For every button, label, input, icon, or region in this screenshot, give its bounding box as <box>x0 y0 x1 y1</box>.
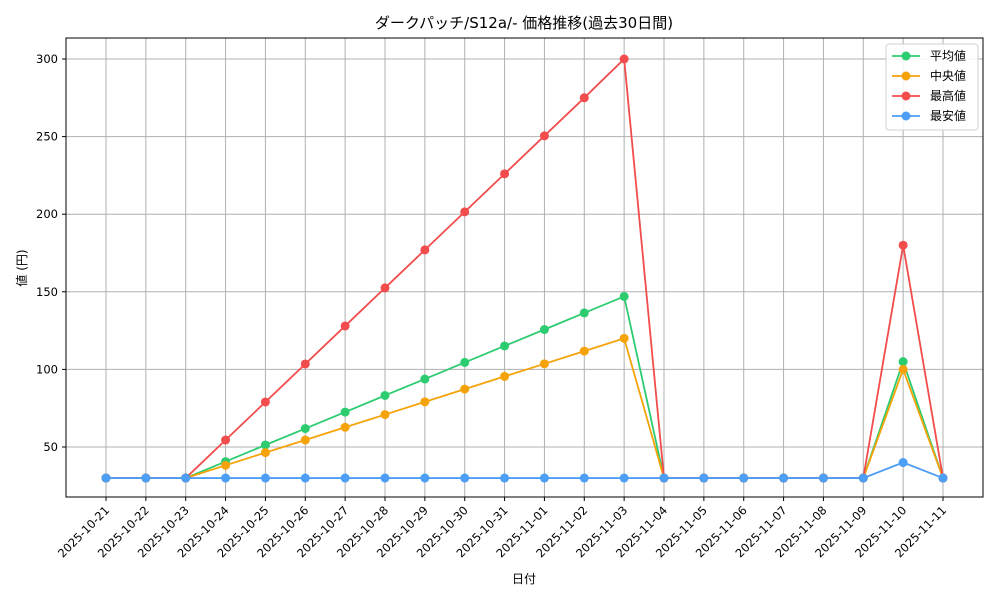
data-point <box>420 397 430 407</box>
data-point <box>500 341 510 351</box>
data-point <box>500 473 510 483</box>
series-line <box>101 291 948 483</box>
data-point <box>659 473 669 483</box>
data-point <box>420 245 430 255</box>
data-point <box>260 473 270 483</box>
data-point <box>221 473 231 483</box>
data-point <box>898 357 908 367</box>
series-line <box>101 54 948 483</box>
legend-label: 最安値 <box>930 108 966 123</box>
data-point <box>938 473 948 483</box>
legend-item: 最高値 <box>892 88 966 103</box>
data-point <box>380 473 390 483</box>
data-point <box>420 374 430 384</box>
data-point <box>221 460 231 470</box>
grid-lines <box>66 38 983 497</box>
data-point <box>460 207 470 217</box>
data-point <box>500 169 510 179</box>
data-point <box>539 473 549 483</box>
data-point <box>300 424 310 434</box>
data-point <box>260 440 270 450</box>
legend-item: 平均値 <box>892 48 966 63</box>
data-point <box>380 283 390 293</box>
data-point <box>500 371 510 381</box>
x-axis-label: 日付 <box>512 572 536 586</box>
data-point <box>539 359 549 369</box>
data-point <box>539 325 549 335</box>
data-point <box>739 473 749 483</box>
y-tick-label: 250 <box>36 130 58 144</box>
data-point <box>300 359 310 369</box>
data-point <box>340 422 350 432</box>
legend-label: 最高値 <box>930 88 966 103</box>
legend-item: 最安値 <box>892 108 966 123</box>
y-axis-ticks: 50 100 150 200 250 300 <box>36 52 66 454</box>
data-point <box>579 346 589 356</box>
y-tick-label: 300 <box>36 52 58 66</box>
data-point <box>420 473 430 483</box>
data-point <box>579 473 589 483</box>
legend-label: 平均値 <box>930 48 966 63</box>
y-tick-label: 50 <box>43 440 58 454</box>
data-point <box>300 435 310 445</box>
data-point <box>340 407 350 417</box>
y-tick-label: 100 <box>36 362 58 376</box>
x-axis-ticks: 2025-10-212025-10-222025-10-232025-10-24… <box>55 497 949 560</box>
plot-frame <box>65 37 984 498</box>
data-point <box>699 473 709 483</box>
data-point <box>380 410 390 420</box>
data-point <box>619 54 629 64</box>
data-point <box>460 384 470 394</box>
series-line <box>101 458 948 483</box>
data-point <box>181 473 191 483</box>
y-tick-label: 150 <box>36 285 58 299</box>
chart-title: ダークパッチ/S12a/- 価格推移(過去30日間) <box>375 14 673 32</box>
data-point <box>858 473 868 483</box>
data-point <box>779 473 789 483</box>
data-point <box>898 240 908 250</box>
data-point <box>380 390 390 400</box>
data-point <box>579 308 589 318</box>
data-point <box>340 321 350 331</box>
data-point <box>818 473 828 483</box>
data-point <box>619 333 629 343</box>
data-point <box>460 357 470 367</box>
data-point <box>539 131 549 141</box>
data-point <box>260 448 270 458</box>
data-point <box>101 473 111 483</box>
data-point <box>898 364 908 374</box>
data-point <box>340 473 350 483</box>
data-point <box>619 291 629 301</box>
data-point <box>141 473 151 483</box>
data-point <box>460 473 470 483</box>
legend-item: 中央値 <box>892 68 966 83</box>
data-point <box>898 458 908 468</box>
data-series <box>101 54 948 483</box>
y-axis-label: 値 (円) <box>14 249 29 286</box>
data-point <box>221 435 231 445</box>
data-point <box>619 473 629 483</box>
legend-box <box>885 43 979 131</box>
data-point <box>579 93 589 103</box>
y-tick-label: 200 <box>36 207 58 221</box>
data-point <box>300 473 310 483</box>
legend-label: 中央値 <box>930 68 966 83</box>
data-point <box>260 397 270 407</box>
